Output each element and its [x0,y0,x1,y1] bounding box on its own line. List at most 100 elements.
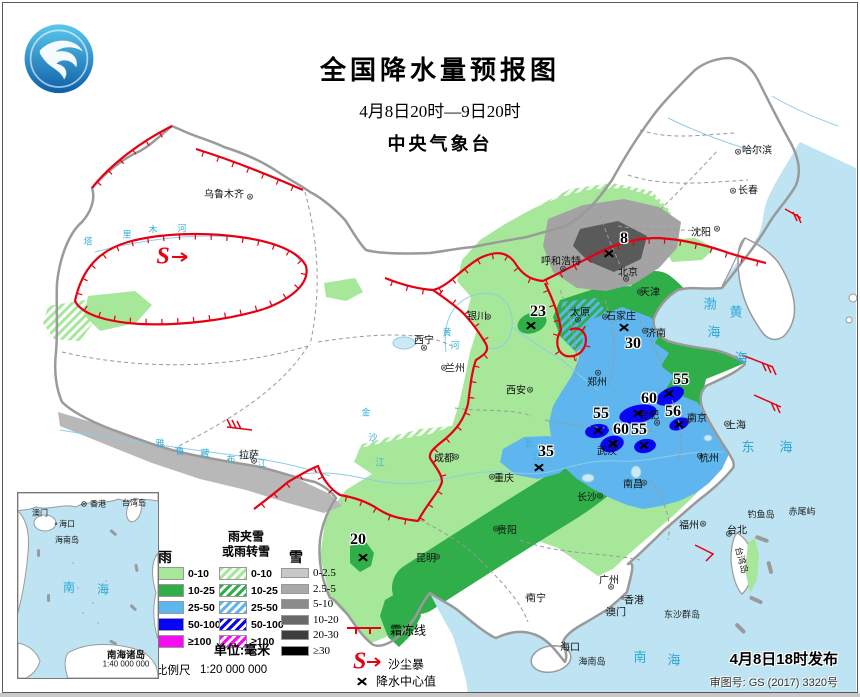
frost-tick [504,255,509,261]
frost-tick [116,245,120,252]
frost-tick [549,304,555,308]
frost-tick [226,235,228,242]
inset-label: 海口 [59,519,75,529]
frost-tick [294,284,299,289]
frost-tick [76,292,83,296]
frost-tick [756,260,759,267]
frost-tick [559,272,564,278]
frost-tick [257,240,260,246]
korea-peninsula [737,237,796,341]
japan-islet [845,316,853,324]
frost-tick [468,396,475,399]
frost-tick [131,240,134,247]
frost-tick [372,507,377,513]
frost-tick [709,247,713,253]
frost-tick [146,237,150,244]
frost-tick [584,344,591,348]
frost-tick [216,156,220,162]
frost-tick [261,173,265,179]
rain-10-25-yunnan-tongue [380,590,421,647]
frost-tick [513,267,519,272]
frost-tick [552,333,559,337]
frost-tick [113,315,116,322]
frost-tick [740,256,744,263]
frost-tick [476,259,481,265]
frost-tick [387,515,391,521]
frost-tick [573,264,578,271]
frost-tick [159,132,163,138]
taiwan-rain-strip [745,538,759,593]
inset-label: 台湾岛 [122,498,146,508]
south-china-sea-inset: 澳门 香港 台湾岛 海口 海南岛南 海南海诸岛 1:40 000 000 ⊛ ∘ [17,492,159,679]
frost-tick [432,459,438,464]
frost-tick [231,161,235,168]
frost-tick [483,353,488,359]
wind-barb-symbols [226,208,802,562]
frost-tick [470,381,477,384]
frost-tick [272,244,275,250]
wind-barb-icon [226,418,253,431]
frost-tick [527,277,532,284]
frost-tick [573,355,576,362]
page-title: 全国降水量预报图 [319,56,561,85]
inset-label: 1:40 000 000 [102,659,150,669]
inset-island-chains [37,529,139,646]
frost-tick [285,250,290,256]
inset-label: 海南岛 [55,535,79,545]
frost-tick [439,289,444,295]
inset-map [17,492,159,679]
frost-tick [451,299,457,305]
wind-barb-icon [784,208,802,224]
frost-tick [273,493,278,499]
frost-tick [239,309,242,316]
frost-tick [201,151,205,157]
snow-regions [58,199,681,513]
frost-tick [282,293,287,299]
frost-tick [437,490,443,495]
wind-barb-icon [753,394,782,414]
cma-logo [16,14,102,105]
frost-tick [82,277,88,282]
approval-number: 审图号: GS (2017) 3320号 [709,677,838,689]
snow-tibet-band [58,412,342,513]
china-border [54,56,800,664]
frost-tick [474,323,480,328]
frost-tick [663,238,666,244]
frost-tick [587,257,592,264]
inset-label: 澳门 [32,508,48,518]
frost-line-ticks [76,132,759,525]
japan-islet [848,293,858,303]
frost-tick [269,300,273,307]
frost-tick [456,426,462,431]
inset-label: ∘ [53,519,59,529]
frost-tick [464,268,469,274]
frost-tick [404,519,407,525]
frost-tick [132,149,137,155]
inset-label: 香港 [90,499,106,509]
islands [530,237,858,674]
frost-tick [241,237,244,243]
publish-time: 4月8日18时发布 [729,651,838,668]
bottom-edge [0,693,860,697]
frost-tick [119,159,125,165]
frost-tick [107,169,113,175]
frost-tick [428,503,434,508]
wind-barb-icon [694,544,715,562]
frost-tick [617,244,620,251]
frost-tick [483,336,489,341]
cma-logo-icon [24,24,94,94]
province-borders [61,129,749,623]
frost-tick [543,289,549,294]
ryukyu-islands [735,535,774,634]
frost-tick [192,316,195,323]
frost-tick [313,467,317,473]
agency-name: 中央气象台 [387,134,493,154]
frost-tick [83,305,88,311]
frost-tick [224,312,227,319]
hainan-island [530,644,572,674]
frost-tick [473,365,480,368]
frost-tick [145,140,150,146]
frost-tick [90,264,96,269]
